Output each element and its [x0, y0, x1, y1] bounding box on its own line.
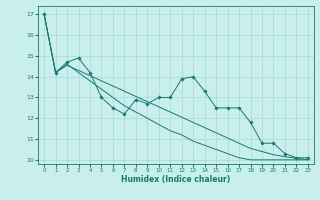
- X-axis label: Humidex (Indice chaleur): Humidex (Indice chaleur): [121, 175, 231, 184]
